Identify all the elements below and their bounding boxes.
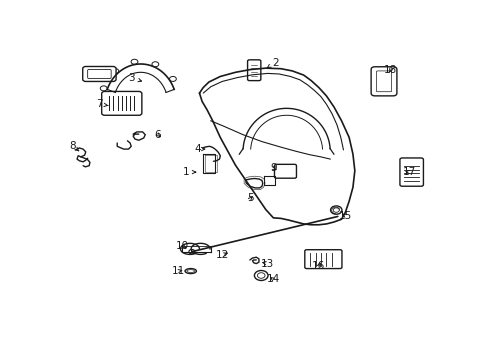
Text: 14: 14 [266, 274, 280, 284]
Text: 7: 7 [96, 99, 108, 109]
Text: 3: 3 [128, 73, 142, 83]
FancyBboxPatch shape [87, 69, 111, 78]
Text: 17: 17 [402, 167, 416, 177]
Text: 12: 12 [215, 250, 228, 260]
Text: 1: 1 [183, 167, 195, 177]
FancyBboxPatch shape [304, 250, 341, 269]
FancyBboxPatch shape [399, 158, 423, 186]
Text: 18: 18 [384, 64, 397, 75]
FancyBboxPatch shape [376, 71, 391, 92]
Text: 5: 5 [247, 193, 253, 203]
Text: 6: 6 [154, 130, 161, 140]
FancyBboxPatch shape [247, 60, 260, 81]
Text: 2: 2 [266, 58, 278, 68]
Text: 4: 4 [194, 144, 204, 154]
Text: 16: 16 [311, 261, 325, 271]
FancyBboxPatch shape [370, 67, 396, 96]
Text: 8: 8 [69, 141, 79, 151]
Text: 11: 11 [172, 266, 185, 276]
FancyBboxPatch shape [274, 164, 296, 178]
FancyBboxPatch shape [102, 91, 142, 115]
Text: 13: 13 [261, 258, 274, 269]
FancyBboxPatch shape [82, 67, 116, 81]
Text: 15: 15 [338, 211, 351, 221]
Ellipse shape [186, 270, 194, 273]
Ellipse shape [184, 269, 196, 274]
Text: 9: 9 [269, 163, 276, 174]
Text: 10: 10 [176, 241, 188, 251]
